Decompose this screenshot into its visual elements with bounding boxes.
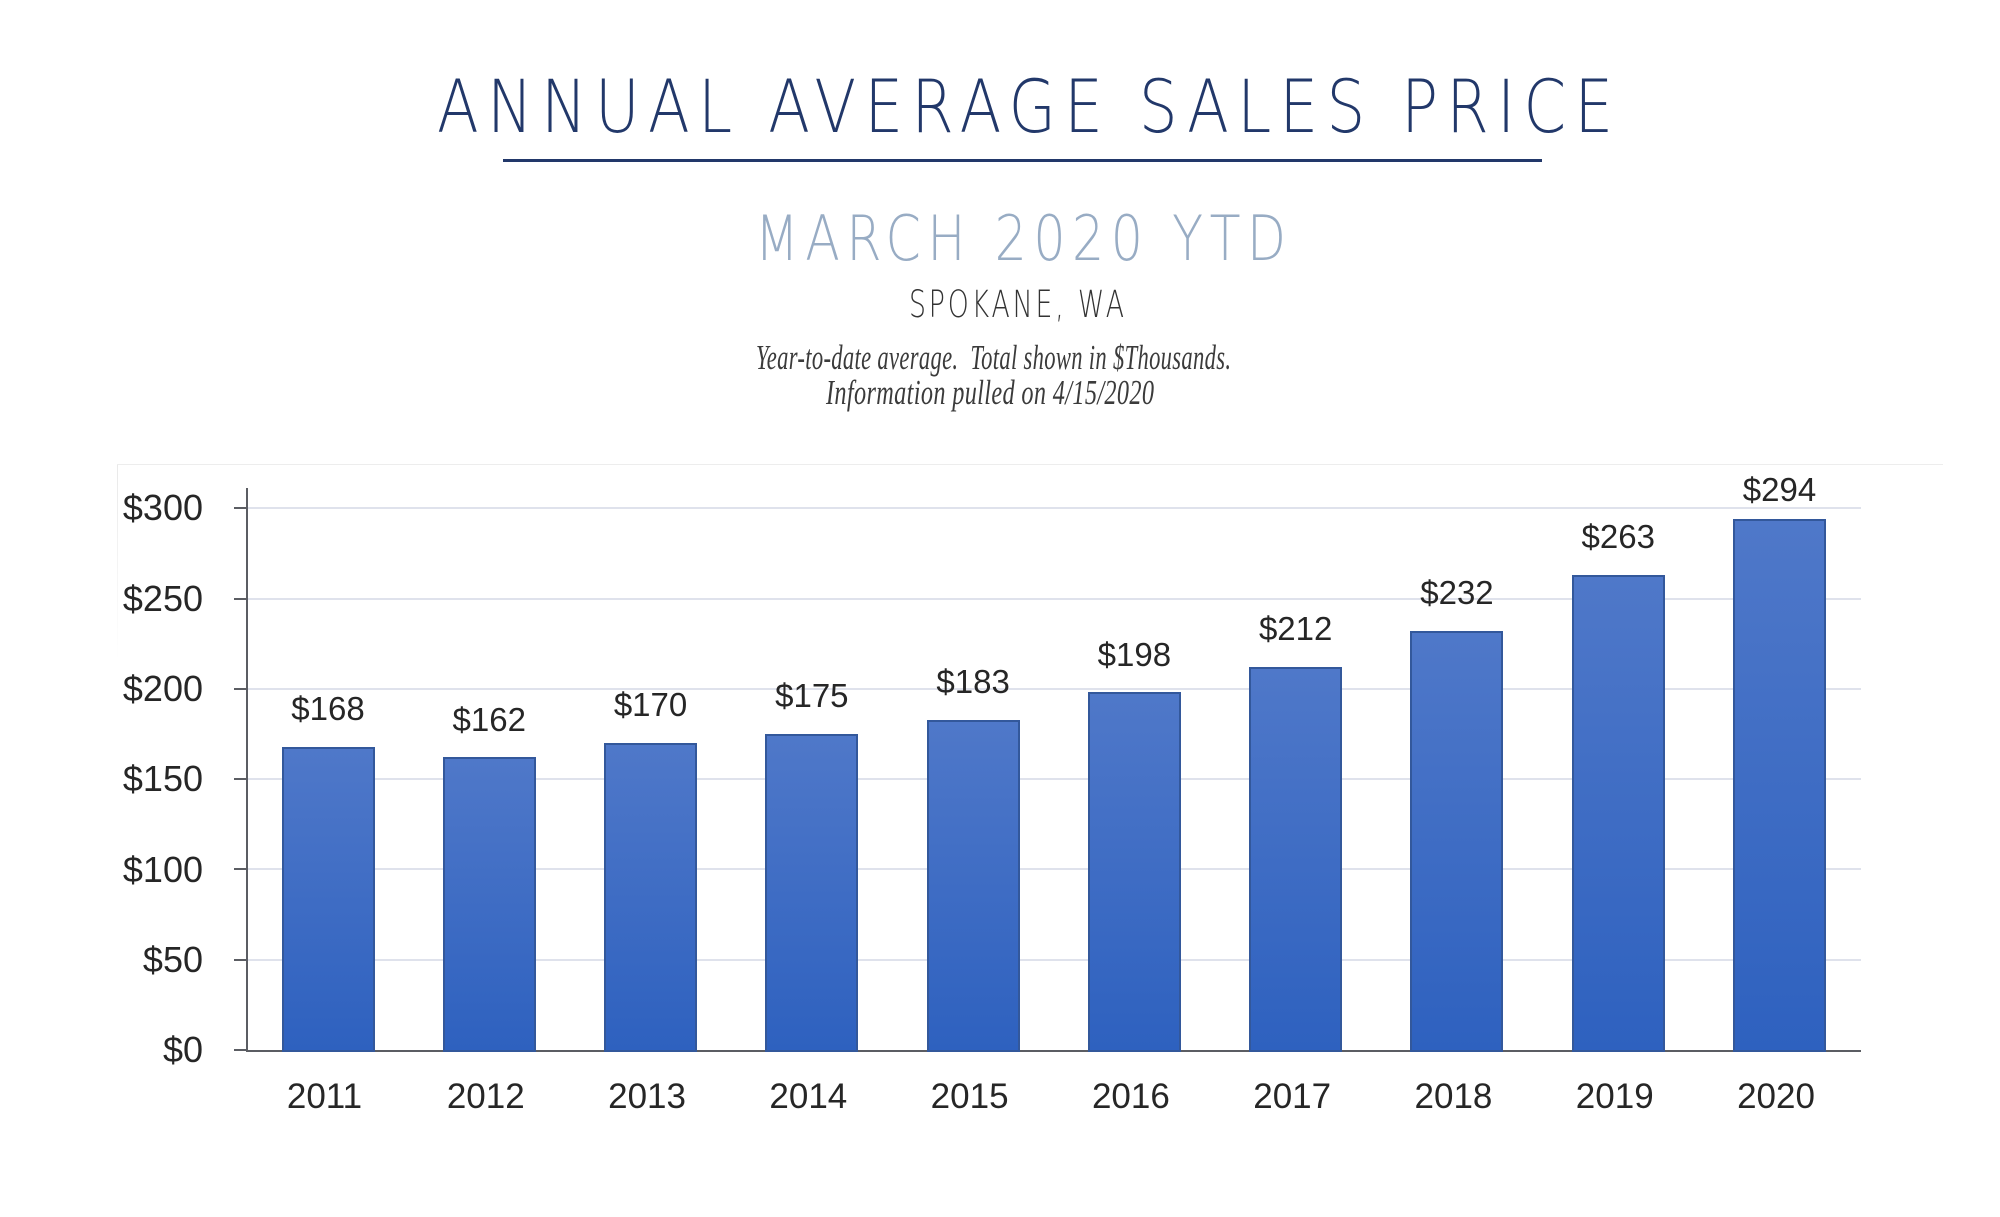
x-axis-label-2014: 2014 bbox=[769, 1076, 848, 1116]
bar-value-label-2011: $168 bbox=[291, 689, 365, 727]
title-underline bbox=[503, 159, 1542, 162]
page-subtitle: MARCH 2020 YTD bbox=[755, 202, 1293, 276]
y-axis-label-0: $0 bbox=[162, 1029, 203, 1071]
bar-2011 bbox=[281, 746, 375, 1052]
bar-2018 bbox=[1410, 631, 1504, 1052]
note-line-2: Information pulled on 4/15/2020 bbox=[826, 373, 1155, 413]
bar-value-label-2017: $212 bbox=[1258, 610, 1333, 648]
bar-value-label-2016: $198 bbox=[1097, 635, 1172, 673]
y-axis-label-250: $250 bbox=[122, 577, 203, 619]
bar-2012 bbox=[442, 757, 536, 1052]
x-axis-label-2018: 2018 bbox=[1414, 1076, 1493, 1116]
y-axis-tick-0 bbox=[234, 1049, 246, 1051]
x-axis-label-2017: 2017 bbox=[1253, 1076, 1332, 1116]
y-axis-label-200: $200 bbox=[122, 668, 203, 710]
y-axis-label-100: $100 bbox=[122, 848, 203, 890]
bar-2019 bbox=[1571, 575, 1665, 1052]
y-axis-tick-50 bbox=[234, 958, 246, 961]
chart-frame-left-hairline bbox=[117, 465, 118, 660]
bar-value-label-2014: $175 bbox=[775, 677, 849, 715]
y-axis-label-300: $300 bbox=[122, 487, 203, 529]
y-axis-tick-100 bbox=[234, 868, 246, 871]
bar-value-label-2012: $162 bbox=[452, 700, 526, 738]
x-axis-label-2020: 2020 bbox=[1737, 1076, 1815, 1116]
chart-frame-top-hairline bbox=[117, 464, 1943, 465]
y-axis-tick-150 bbox=[234, 778, 246, 781]
bar-value-label-2020: $294 bbox=[1742, 471, 1817, 509]
bar-2017 bbox=[1249, 667, 1343, 1052]
y-axis-label-50: $50 bbox=[142, 938, 203, 980]
gridline-300 bbox=[247, 507, 1861, 510]
bar-value-label-2015: $183 bbox=[936, 662, 1010, 700]
x-axis-line bbox=[245, 1050, 1861, 1052]
gridline-50 bbox=[247, 958, 1861, 961]
bar-2015 bbox=[926, 719, 1020, 1052]
gridline-150 bbox=[247, 778, 1861, 781]
y-axis-tick-250 bbox=[234, 597, 246, 600]
bar-value-label-2018: $232 bbox=[1420, 574, 1494, 612]
gridline-200 bbox=[247, 687, 1861, 690]
x-axis-label-2015: 2015 bbox=[930, 1076, 1009, 1116]
bar-2013 bbox=[604, 742, 698, 1052]
page-title: ANNUAL AVERAGE SALES PRICE bbox=[437, 65, 1622, 151]
note-line-1: Year-to-date average. Total shown in $Th… bbox=[756, 337, 1232, 377]
bar-value-label-2019: $263 bbox=[1581, 518, 1655, 556]
bar-2016 bbox=[1087, 692, 1181, 1052]
x-axis-label-2019: 2019 bbox=[1575, 1076, 1654, 1116]
bar-2020 bbox=[1733, 519, 1827, 1052]
y-axis-tick-300 bbox=[234, 507, 246, 510]
y-axis-tick-200 bbox=[234, 687, 246, 690]
gridline-250 bbox=[247, 597, 1861, 600]
bar-2014 bbox=[765, 733, 859, 1052]
y-axis-label-150: $150 bbox=[122, 758, 203, 800]
gridline-100 bbox=[247, 868, 1861, 871]
location-label: SPOKANE, WA bbox=[909, 281, 1127, 326]
x-axis-label-2012: 2012 bbox=[446, 1076, 525, 1116]
x-axis-label-2013: 2013 bbox=[608, 1076, 686, 1116]
x-axis-label-2011: 2011 bbox=[286, 1076, 363, 1116]
bar-value-label-2013: $170 bbox=[613, 686, 688, 724]
y-axis-line bbox=[245, 488, 248, 1052]
x-axis-label-2016: 2016 bbox=[1091, 1076, 1170, 1116]
